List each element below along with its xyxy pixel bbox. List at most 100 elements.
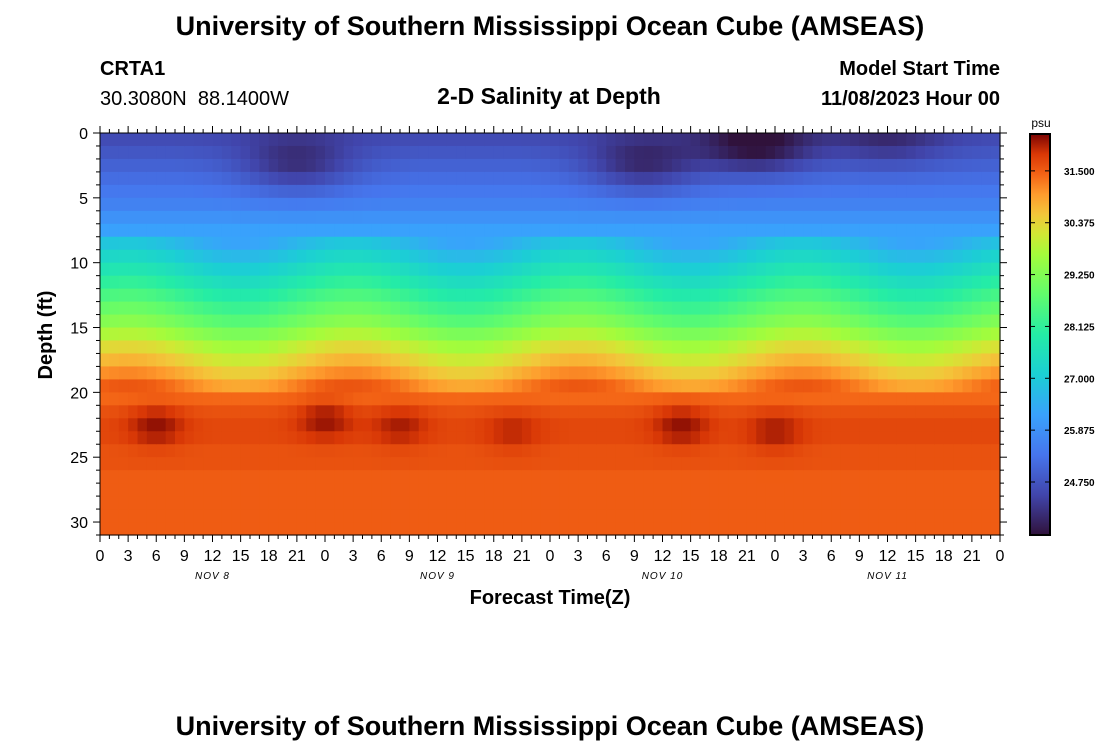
heatmap-cell [700,340,710,355]
heatmap-cell [587,483,598,497]
heatmap-cell [971,197,982,212]
heatmap-cell [915,431,926,445]
heatmap-cell [803,496,814,510]
heatmap-cell [953,184,964,199]
heatmap-cell [971,483,982,497]
heatmap-cell [259,145,270,160]
heatmap-cell [287,392,298,406]
heatmap-cell [287,223,298,238]
heatmap-cell [437,457,448,471]
heatmap-cell [578,236,589,251]
heatmap-cell [756,366,767,380]
heatmap-cell [325,301,335,316]
heatmap-cell [821,262,832,277]
heatmap-cell [465,483,476,497]
heatmap-cell [465,418,476,432]
heatmap-cell [812,223,823,238]
heatmap-cell [615,210,626,225]
heatmap-cell [381,301,392,316]
heatmap-cell [878,470,889,484]
heatmap-cell [306,301,317,316]
heatmap-cell [775,288,785,303]
heatmap-cell [221,340,232,355]
heatmap-cell [887,288,898,303]
heatmap-cell [925,210,935,225]
heatmap-cell [371,470,382,484]
heatmap-cell [118,197,129,212]
heatmap-cell [268,301,279,316]
heatmap-cell [428,470,439,484]
heatmap-cell [475,171,485,186]
heatmap-cell [203,392,214,406]
heatmap-cell [250,262,260,277]
heatmap-cell [512,158,523,173]
heatmap-cell [671,249,682,264]
heatmap-cell [156,327,167,342]
heatmap-cell [334,496,345,510]
heatmap-cell [100,184,110,199]
heatmap-cell [325,522,335,536]
heatmap-cell [353,236,364,251]
heatmap-cell [737,158,748,173]
heatmap-cell [981,145,992,160]
heatmap-cell [878,431,889,445]
heatmap-cell [212,509,223,523]
heatmap-cell [831,483,842,497]
heatmap-cell [306,262,317,277]
heatmap-cell [550,444,560,458]
heatmap-cell [756,301,767,316]
heatmap-cell [643,444,654,458]
heatmap-cell [981,288,992,303]
heatmap-cell [287,431,298,445]
heatmap-cell [475,158,485,173]
heatmap-cell [268,405,279,419]
heatmap-cell [203,171,214,186]
heatmap-cell [896,379,907,393]
heatmap-cell [446,288,457,303]
heatmap-cell [540,288,551,303]
heatmap-cell [259,392,270,406]
heatmap-cell [521,262,532,277]
heatmap-cell [156,405,167,419]
heatmap-cell [484,249,495,264]
heatmap-cell [671,522,682,536]
heatmap-cell [606,340,617,355]
heatmap-cell [306,327,317,342]
heatmap-cell [268,444,279,458]
heatmap-cell [203,444,214,458]
heatmap-cell [868,210,879,225]
heatmap-cell [212,249,223,264]
heatmap-cell [653,379,664,393]
heatmap-cell [578,522,589,536]
heatmap-cell [540,405,551,419]
heatmap-cell [718,509,729,523]
heatmap-cell [446,405,457,419]
heatmap-cell [175,288,185,303]
heatmap-cell [840,509,851,523]
heatmap-cell [259,418,270,432]
heatmap-cell [906,171,917,186]
heatmap-cell [437,522,448,536]
heatmap-cell [475,353,485,368]
x-tick-label: 12 [654,548,672,565]
heatmap-cell [465,275,476,290]
heatmap-cell [690,133,701,147]
heatmap-cell [156,171,167,186]
heatmap-cell [521,418,532,432]
heatmap-cell [793,171,804,186]
heatmap-cell [765,496,776,510]
heatmap-cell [175,366,185,380]
heatmap-cell [475,522,485,536]
heatmap-cell [887,457,898,471]
heatmap-cell [390,133,401,147]
heatmap-cell [409,275,420,290]
heatmap-cell [596,327,607,342]
heatmap-cell [906,457,917,471]
heatmap-cell [325,171,335,186]
heatmap-cell [859,133,870,147]
heatmap-cell [118,431,129,445]
heatmap-cell [371,353,382,368]
heatmap-cell [690,145,701,160]
heatmap-cell [606,236,617,251]
heatmap-cell [662,145,673,160]
